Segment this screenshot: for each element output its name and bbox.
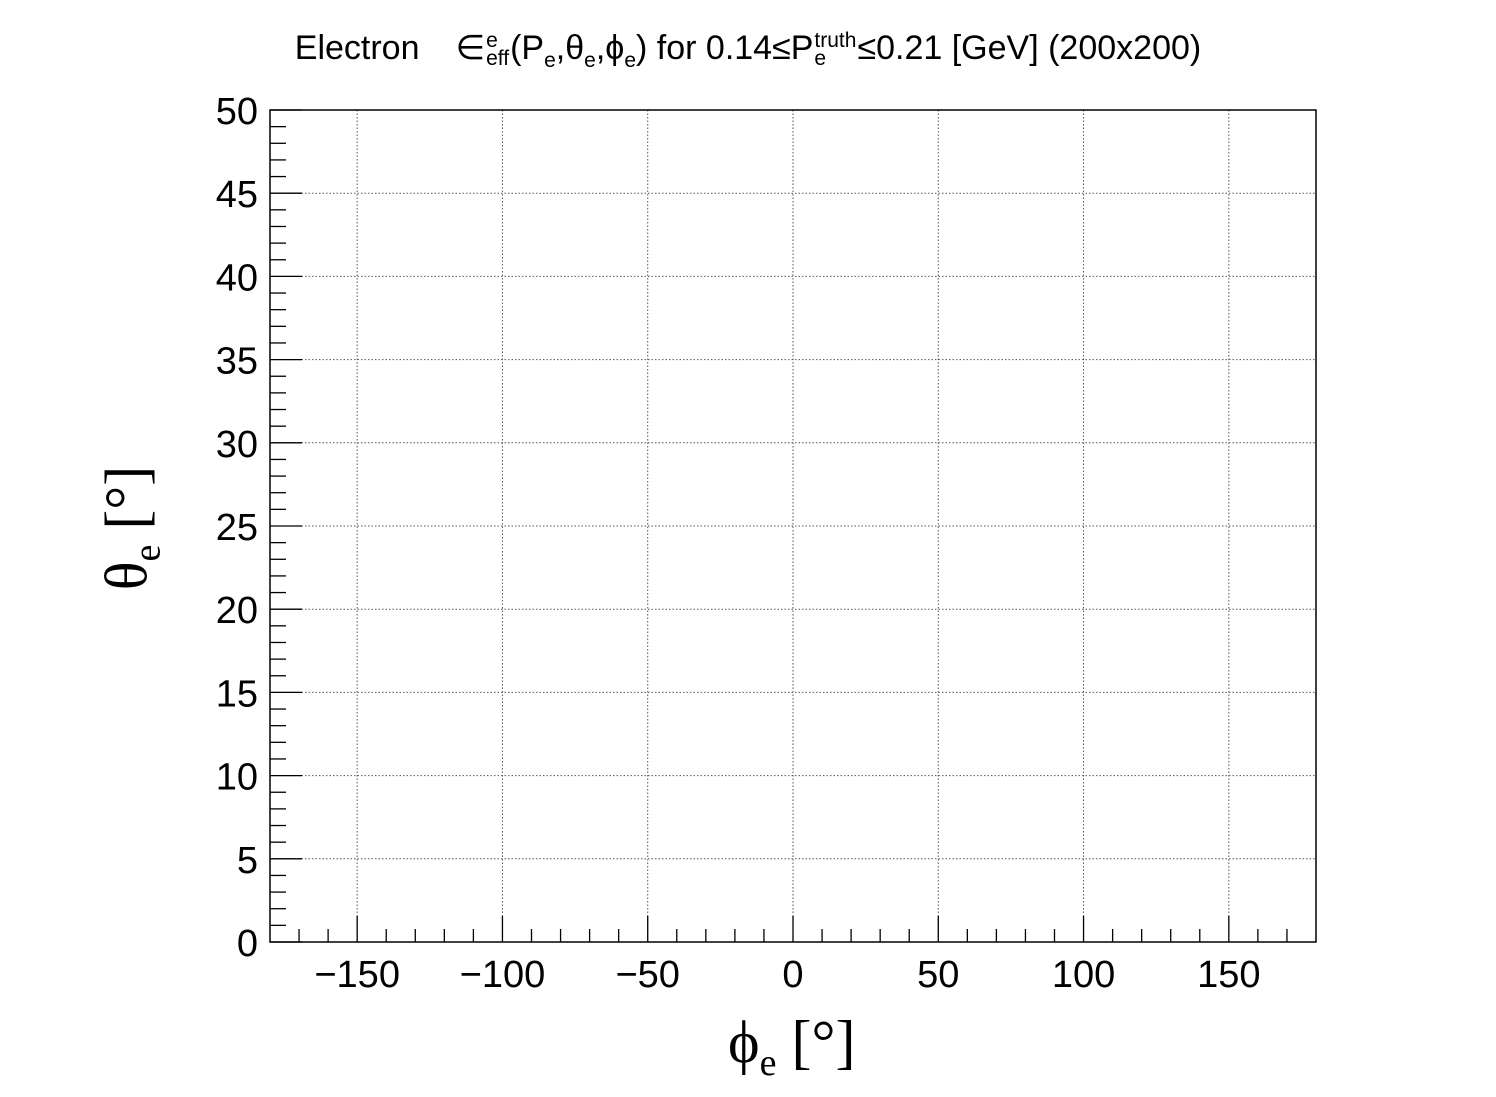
y-axis-symbol: θ xyxy=(93,561,160,591)
y-tick-label: 25 xyxy=(216,507,258,549)
title-args-mid1: ,θ xyxy=(555,29,585,67)
y-tick-label: 50 xyxy=(216,91,258,133)
y-axis-unit: [°] xyxy=(93,465,160,545)
x-tick-label: 0 xyxy=(782,954,803,996)
y-tick-label: 30 xyxy=(216,424,258,466)
x-tick-label: −100 xyxy=(460,954,546,996)
tick-layer xyxy=(270,109,1288,943)
x-axis-sub: e xyxy=(759,1042,777,1084)
title-args-mid2: ,ϕ xyxy=(595,29,625,67)
x-tick-label: 50 xyxy=(917,954,959,996)
title-args-sub1: e xyxy=(544,48,556,72)
y-axis-sub: e xyxy=(126,544,169,562)
x-axis-symbol: ϕ xyxy=(728,1009,760,1075)
y-tick-label: 5 xyxy=(237,840,258,882)
title-p-sub: e xyxy=(814,47,827,71)
title-args-open: (P xyxy=(510,29,545,67)
x-tick-label: 150 xyxy=(1197,954,1260,996)
y-tick-label: 0 xyxy=(237,923,258,965)
title-eff-sup: e xyxy=(486,29,498,53)
chart-title: Electron ∈ e eff (Pe,θe,ϕe) for 0.14≤P truth e… xyxy=(0,28,1496,71)
title-suffix: ≤0.21 [GeV] (200x200) xyxy=(857,29,1202,67)
title-eff-sub: eff xyxy=(486,47,510,71)
x-tick-label: −150 xyxy=(314,954,400,996)
title-args-close: ) for 0.14≤P xyxy=(636,29,814,67)
y-tick-label: 35 xyxy=(216,341,258,383)
title-p-sup: truth xyxy=(814,29,857,53)
grid-layer xyxy=(270,110,1316,942)
title-eff-symbol: ∈ xyxy=(455,29,486,67)
x-tick-label: 100 xyxy=(1052,954,1115,996)
title-args-sub3: e xyxy=(624,48,637,72)
x-axis-unit: [°] xyxy=(776,1009,856,1075)
y-axis-label: θe [°] xyxy=(93,466,170,591)
title-prefix: Electron xyxy=(294,29,420,67)
y-tick-label: 45 xyxy=(216,174,258,216)
y-tick-label: 40 xyxy=(216,257,258,299)
title-args-sub2: e xyxy=(584,48,596,72)
y-tick-label: 20 xyxy=(216,590,258,632)
tick-label-layer: −150 −100 −50 0 50 100 150 0 5 10 15 20 25 30 35 40 45 50 xyxy=(216,91,1261,996)
x-axis-label: ϕe [°] xyxy=(728,1008,855,1085)
y-tick-label: 15 xyxy=(216,673,258,715)
y-tick-label: 10 xyxy=(216,757,258,799)
x-tick-label: −50 xyxy=(615,954,679,996)
